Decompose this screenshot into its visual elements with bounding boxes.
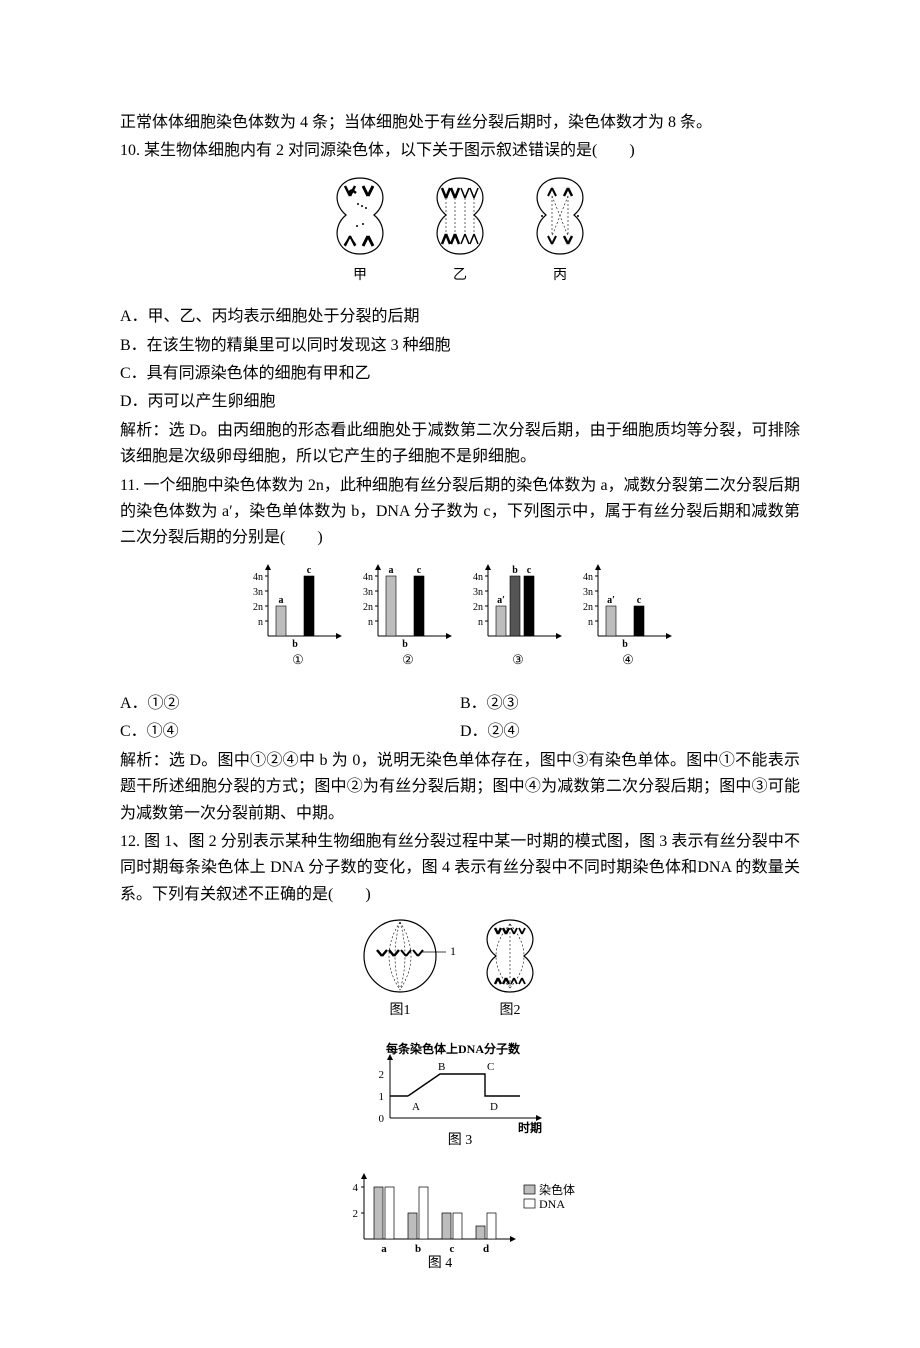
svg-text:c: c <box>527 565 532 576</box>
svg-text:4n: 4n <box>583 572 593 583</box>
svg-text:b: b <box>292 639 298 650</box>
q11-option-D: D．②④ <box>460 719 800 745</box>
svg-text:染色体: 染色体 <box>539 1182 575 1197</box>
svg-text:DNA: DNA <box>539 1197 565 1211</box>
q11-option-C: C．①④ <box>120 719 460 745</box>
q10-stem: 10. 某生物体细胞内有 2 对同源染色体，以下关于图示叙述错误的是( ) <box>120 138 800 164</box>
svg-text:每条染色体上DNA分子数: 每条染色体上DNA分子数 <box>386 1041 521 1056</box>
svg-text:2: 2 <box>353 1208 359 1220</box>
q11-barchart-svg: n2n3n4nabc①n2n3n4nabc②n2n3n4na′bc③n2n3n4… <box>240 558 680 678</box>
svg-text:b: b <box>512 565 518 576</box>
svg-text:D: D <box>490 1101 498 1113</box>
svg-text:n: n <box>478 617 483 628</box>
svg-text:图 4: 图 4 <box>428 1256 453 1271</box>
q12-fig1-marker: 1 <box>450 944 456 958</box>
q11-stem: 11. 一个细胞中染色体数为 2n，此种细胞有丝分裂后期的染色体数为 a，减数分… <box>120 473 800 552</box>
svg-text:c: c <box>450 1243 455 1255</box>
svg-text:c: c <box>307 565 312 576</box>
svg-text:c: c <box>417 565 422 576</box>
q12-stem: 12. 图 1、图 2 分别表示某种生物细胞有丝分裂过程中某一时期的模式图，图 … <box>120 829 800 908</box>
q12-cells-svg: 1 图1 图2 <box>345 914 575 1024</box>
svg-text:a′: a′ <box>607 595 615 606</box>
svg-text:0: 0 <box>379 1113 385 1125</box>
svg-text:4: 4 <box>353 1182 359 1194</box>
preamble-line: 正常体体细胞染色体数为 4 条；当体细胞处于有丝分裂后期时，染色体数才为 8 条… <box>120 110 800 136</box>
svg-text:时期: 时期 <box>518 1120 542 1135</box>
svg-text:c: c <box>637 595 642 606</box>
svg-text:③: ③ <box>512 652 524 667</box>
svg-text:4n: 4n <box>253 572 263 583</box>
svg-text:4n: 4n <box>473 572 483 583</box>
svg-text:a: a <box>279 595 284 606</box>
svg-text:②: ② <box>402 652 414 667</box>
q10-label-c: 丙 <box>553 268 567 283</box>
q12-fig12: 1 图1 图2 <box>120 914 800 1033</box>
svg-text:n: n <box>368 617 373 628</box>
q12-fig1-label: 图1 <box>390 1003 411 1018</box>
svg-text:3n: 3n <box>473 587 483 598</box>
svg-text:n: n <box>258 617 263 628</box>
svg-text:d: d <box>483 1243 489 1255</box>
svg-text:1: 1 <box>379 1091 385 1103</box>
svg-text:B: B <box>438 1061 445 1073</box>
svg-text:2n: 2n <box>583 602 593 613</box>
svg-text:b: b <box>402 639 408 650</box>
svg-text:①: ① <box>292 652 304 667</box>
q10-option-B: B．在该生物的精巢里可以同时发现这 3 种细胞 <box>120 333 800 359</box>
svg-text:图 3: 图 3 <box>448 1133 473 1148</box>
svg-text:3n: 3n <box>363 587 373 598</box>
q10-label-b: 乙 <box>453 267 467 283</box>
q10-option-D: D．丙可以产生卵细胞 <box>120 389 800 415</box>
svg-text:4n: 4n <box>363 572 373 583</box>
q12-fig3-svg: 每条染色体上DNA分子数 0 1 2 A B C D 时期图 3 <box>350 1040 570 1150</box>
q12-fig3: 每条染色体上DNA分子数 0 1 2 A B C D 时期图 3 <box>120 1040 800 1159</box>
svg-text:n: n <box>588 617 593 628</box>
q10-figure: 甲 乙 丙 <box>120 171 800 300</box>
svg-text:a: a <box>389 565 394 576</box>
q12-fig4: 2 4 a b c d 染色体DNA 图 4 <box>120 1165 800 1284</box>
svg-text:b: b <box>415 1243 421 1255</box>
svg-text:2n: 2n <box>473 602 483 613</box>
q11-figure: n2n3n4nabc①n2n3n4nabc②n2n3n4na′bc③n2n3n4… <box>120 558 800 687</box>
svg-text:a′: a′ <box>497 595 505 606</box>
page-container: 正常体体细胞染色体数为 4 条；当体细胞处于有丝分裂后期时，染色体数才为 8 条… <box>0 0 920 1348</box>
svg-text:A: A <box>412 1101 420 1113</box>
svg-text:C: C <box>487 1061 494 1073</box>
q10-label-a: 甲 <box>353 268 367 283</box>
q10-explain: 解析：选 D。由丙细胞的形态看此细胞处于减数第二次分裂后期，由于细胞质均等分裂，… <box>120 418 800 471</box>
q12-fig2-label: 图2 <box>500 1003 521 1018</box>
q11-explain: 解析：选 D。图中①②④中 b 为 0，说明无染色单体存在，图中③有染色单体。图… <box>120 748 800 827</box>
svg-text:2n: 2n <box>253 602 263 613</box>
svg-text:3n: 3n <box>253 587 263 598</box>
q10-option-C: C．具有同源染色体的细胞有甲和乙 <box>120 361 800 387</box>
q10-option-A: A．甲、乙、丙均表示细胞处于分裂的后期 <box>120 304 800 330</box>
q11-option-B: B．②③ <box>460 691 800 717</box>
svg-text:2: 2 <box>379 1069 385 1081</box>
svg-text:a: a <box>381 1243 387 1255</box>
svg-text:3n: 3n <box>583 587 593 598</box>
q10-cells-svg: 甲 乙 丙 <box>310 171 610 291</box>
q11-option-A: A．①② <box>120 691 460 717</box>
svg-text:b: b <box>622 639 628 650</box>
q12-fig4-svg: 2 4 a b c d 染色体DNA 图 4 <box>330 1165 590 1275</box>
svg-text:2n: 2n <box>363 602 373 613</box>
svg-text:④: ④ <box>622 652 634 667</box>
